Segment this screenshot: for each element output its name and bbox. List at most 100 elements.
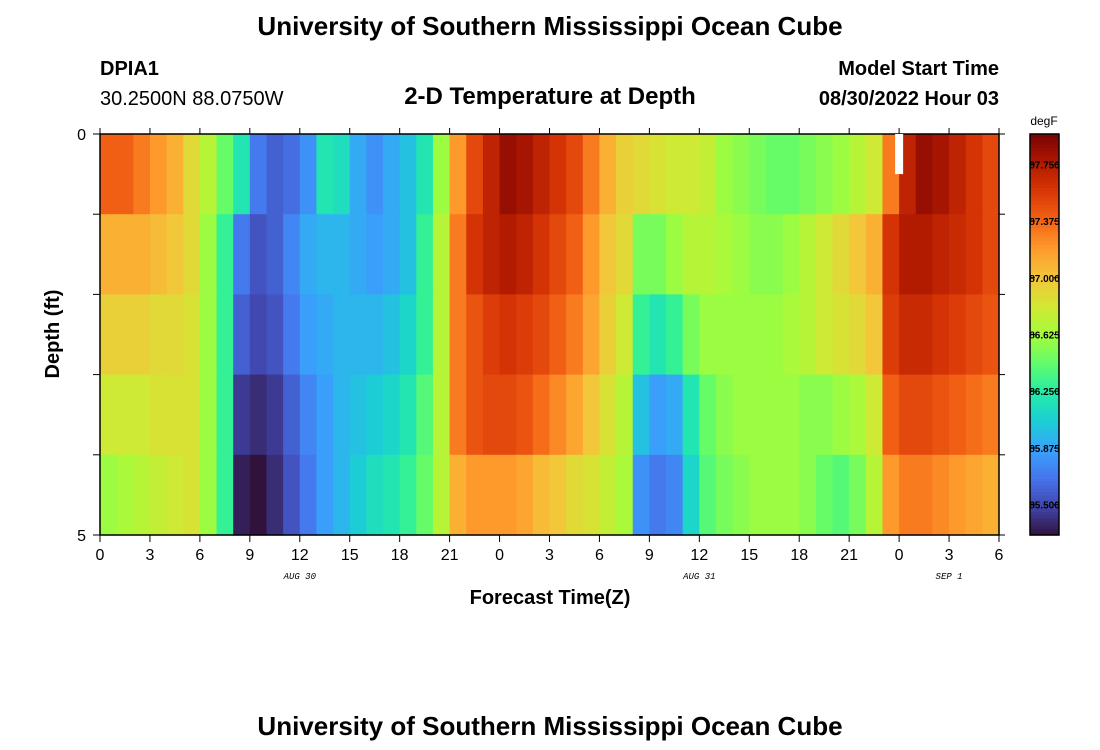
colorbar-tick-label: 85.500: [1029, 501, 1060, 512]
heatmap-cell: [616, 294, 634, 376]
heatmap-cell: [399, 134, 417, 215]
heatmap-cell: [582, 374, 601, 456]
heatmap-cell: [849, 134, 867, 215]
heatmap-cell: [166, 374, 184, 456]
heatmap-cell: [632, 374, 650, 456]
heatmap-cell: [116, 214, 134, 295]
heatmap-cell: [133, 134, 151, 215]
heatmap-cell: [316, 134, 334, 215]
heatmap-cell: [865, 294, 884, 376]
heatmap-cell: [316, 214, 334, 295]
x-date-label: AUG 30: [283, 572, 317, 582]
x-tick-label: 9: [245, 547, 254, 564]
heatmap-cell: [149, 294, 168, 376]
colorbar-segment: [1030, 287, 1059, 292]
x-tick-label: 15: [341, 547, 359, 564]
heatmap-cell: [399, 294, 417, 376]
heatmap-cell: [383, 134, 401, 215]
colorbar-segment: [1030, 354, 1059, 359]
colorbar-segment: [1030, 144, 1059, 148]
heatmap-cell: [216, 134, 234, 215]
heatmap-cell: [299, 294, 318, 376]
heatmap-cell: [449, 214, 467, 295]
heatmap-cell: [299, 134, 318, 215]
heatmap-cell: [399, 454, 417, 536]
heatmap-cell: [699, 374, 717, 456]
heatmap-cell: [100, 454, 118, 536]
heatmap-cell: [283, 214, 301, 295]
heatmap-cell: [482, 294, 501, 376]
colorbar-segment: [1030, 528, 1059, 533]
colorbar-segment: [1030, 377, 1059, 382]
heatmap-cell: [799, 454, 817, 536]
heatmap-cell: [566, 374, 584, 456]
heatmap-cell: [949, 214, 967, 295]
heatmap-cell: [366, 294, 384, 376]
colorbar-segment: [1030, 297, 1059, 302]
colorbar-segment: [1030, 174, 1059, 179]
colorbar-segment: [1030, 230, 1059, 235]
colorbar-segment: [1030, 244, 1059, 249]
heatmap-cell: [649, 374, 667, 456]
heatmap-cell: [882, 294, 900, 376]
heatmap-cell: [599, 374, 617, 456]
colorbar-segment: [1030, 284, 1059, 289]
x-axis-label: Forecast Time(Z): [470, 587, 631, 609]
colorbar-segment: [1030, 347, 1059, 352]
heatmap-cell: [499, 454, 517, 536]
colorbar-segment: [1030, 277, 1059, 282]
heatmap-cell: [899, 454, 917, 536]
heatmap-cell: [349, 374, 367, 456]
colorbar-segment: [1030, 351, 1059, 356]
colorbar-segment: [1030, 291, 1059, 295]
heatmap-cell: [133, 214, 151, 295]
heatmap-cell: [199, 374, 218, 456]
heatmap-cell: [732, 134, 750, 215]
heatmap-cell: [949, 134, 967, 215]
colorbar-segment: [1030, 257, 1059, 262]
colorbar-segment: [1030, 364, 1059, 369]
colorbar-segment: [1030, 401, 1059, 406]
station-location: 30.2500N 88.0750W: [100, 88, 284, 110]
heatmap-cell: [782, 454, 800, 536]
heatmap-cell: [932, 454, 950, 536]
x-tick-label: 6: [595, 547, 604, 564]
heatmap-cell: [815, 374, 834, 456]
colorbar-segment: [1030, 481, 1059, 486]
heatmap-cell: [815, 294, 834, 376]
colorbar-segment: [1030, 204, 1059, 209]
heatmap-cell: [482, 134, 501, 215]
heatmap-cell: [549, 374, 567, 456]
heatmap-cell: [616, 214, 634, 295]
heatmap-cell: [266, 134, 284, 215]
heatmap-cell: [283, 454, 301, 536]
heatmap-cell: [815, 214, 834, 295]
colorbar-segment: [1030, 167, 1059, 172]
heatmap-cell: [516, 214, 534, 295]
colorbar-segment: [1030, 264, 1059, 269]
heatmap-cell: [283, 374, 301, 456]
heatmap-cell: [932, 214, 950, 295]
heatmap-cell: [915, 294, 934, 376]
heatmap-cells: [100, 134, 1000, 536]
colorbar-segment: [1030, 511, 1059, 516]
heatmap-cell: [749, 214, 767, 295]
heatmap-cell: [116, 374, 134, 456]
colorbar-segment: [1030, 397, 1059, 402]
heatmap-cell: [832, 454, 850, 536]
colorbar-segment: [1030, 134, 1059, 138]
colorbar-segment: [1030, 271, 1059, 275]
y-axis-ticks: 05: [77, 127, 1005, 545]
heatmap-cell: [849, 294, 867, 376]
heatmap-cell: [782, 214, 800, 295]
heatmap-cell: [449, 294, 467, 376]
x-date-label: AUG 31: [682, 572, 715, 582]
colorbar-tick-label: 87.375: [1029, 217, 1060, 228]
colorbar-segment: [1030, 471, 1059, 476]
heatmap-cell: [432, 214, 451, 295]
heatmap-cell: [765, 134, 784, 215]
heatmap-cell: [249, 454, 268, 536]
colorbar-tick-label: 86.625: [1029, 331, 1060, 342]
x-tick-label: 21: [840, 547, 858, 564]
colorbar-segment: [1030, 421, 1059, 426]
